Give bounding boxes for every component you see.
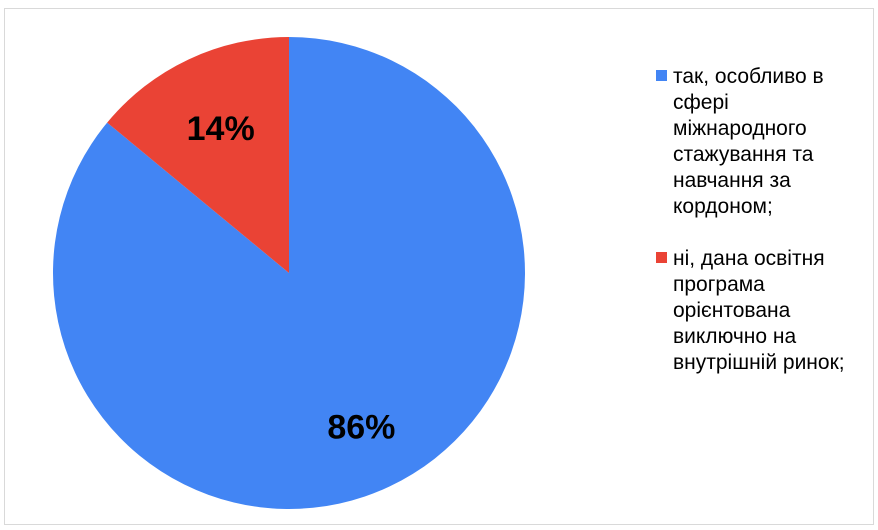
legend-item-no: ні, дана освітня програма орієнтована ви… — [656, 246, 866, 376]
pie-slice-no — [107, 36, 289, 274]
pie-slices — [52, 36, 526, 509]
legend-label-yes: так, особливо в сфері міжнародного стажу… — [673, 65, 824, 218]
pie-label-yes: 86% — [327, 409, 395, 447]
legend-swatch-yes — [656, 70, 667, 81]
pie-label-no: 14% — [187, 110, 255, 148]
pie-labels: 86% 14% — [187, 110, 396, 447]
legend-label-no: ні, дана освітня програма орієнтована ви… — [673, 247, 845, 374]
legend-swatch-no — [656, 252, 667, 263]
legend-item-yes: так, особливо в сфері міжнародного стажу… — [656, 64, 866, 220]
legend: так, особливо в сфері міжнародного стажу… — [656, 64, 866, 402]
